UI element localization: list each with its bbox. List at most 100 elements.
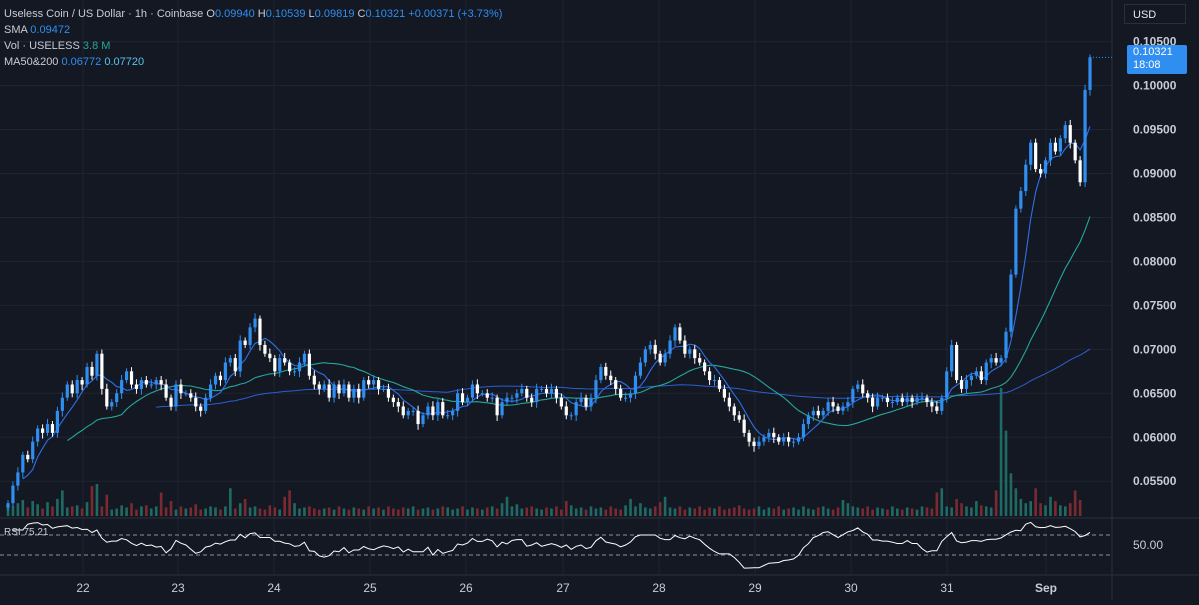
candle-body [841, 406, 845, 411]
volume-bar [1039, 503, 1042, 516]
volume-bar [614, 508, 617, 516]
volume-bar [471, 507, 474, 516]
y-tick-label: 0.09000 [1133, 166, 1177, 180]
volume-bar [658, 502, 662, 516]
volume-bar [258, 508, 262, 516]
candle-body [475, 384, 479, 394]
volume-bar [75, 505, 79, 516]
candle-body [1088, 57, 1092, 90]
candle-body [144, 380, 148, 385]
volume-bar [747, 509, 751, 516]
x-tick-label: 22 [76, 581, 90, 595]
volume-bar [688, 507, 692, 516]
x-tick-label: Sep [1035, 581, 1057, 595]
volume-bar [569, 505, 573, 516]
candle-body [45, 424, 50, 433]
volume-bar [1044, 505, 1047, 516]
candle-body [253, 318, 257, 328]
candle-body [268, 353, 272, 359]
volume-bar [846, 503, 850, 516]
volume-bar [965, 506, 968, 516]
candle-body [401, 406, 405, 416]
candle-body [263, 344, 267, 354]
volume-bar [925, 507, 929, 516]
volume-bar [856, 507, 860, 516]
candle-body [717, 380, 722, 389]
candle-body [332, 384, 336, 398]
candle-body [184, 393, 188, 395]
x-tick-label: 24 [267, 581, 281, 595]
sma-row[interactable]: SMA 0.09472 [4, 24, 71, 36]
volume-bar [1078, 500, 1082, 516]
volume-bar [426, 507, 430, 516]
candle-body [115, 393, 119, 403]
x-tick-label: 23 [171, 581, 185, 595]
candle-body [273, 358, 277, 372]
volume-bar [95, 484, 99, 516]
candle-body [441, 402, 445, 416]
volume-bar [61, 490, 64, 516]
volume-bar [214, 507, 217, 516]
candle-body [1083, 89, 1087, 183]
y-tick-label: 0.08500 [1133, 210, 1177, 224]
volume-bar [431, 509, 435, 516]
candle-body [139, 380, 143, 389]
candle-body [40, 428, 45, 433]
candle-body [372, 380, 376, 385]
candle-body [327, 384, 331, 398]
y-tick-label: 0.07500 [1133, 298, 1177, 312]
volume-bar [886, 509, 889, 516]
volume-bar [782, 509, 785, 516]
candle-body [367, 380, 371, 385]
rsi-legend[interactable]: RSI 75.21 [4, 527, 49, 538]
volume-bar [984, 506, 988, 516]
volume-bar [960, 503, 963, 516]
volume-bar [342, 508, 346, 516]
candle-body [836, 406, 840, 411]
volume-bar [816, 507, 820, 516]
volume-bar [732, 507, 736, 516]
x-tick-label: 27 [556, 581, 570, 595]
candle-body [609, 375, 613, 381]
candle-body [658, 353, 662, 363]
candle-body [1048, 142, 1053, 161]
volume-bar [975, 501, 978, 516]
volume-bar [233, 508, 237, 516]
candle-body [668, 340, 672, 354]
close-value: 0.10321 [365, 8, 406, 20]
candle-body [673, 327, 677, 341]
volume-bar [308, 506, 311, 516]
candle-body [302, 353, 307, 363]
volume-bar [357, 508, 361, 516]
y-tick-label: 0.05500 [1133, 474, 1177, 488]
volume-bar [594, 508, 598, 516]
volume-bar [505, 496, 509, 516]
candle-body [154, 380, 158, 385]
volume-row[interactable]: Vol · USELESS 3.8 M [4, 40, 111, 52]
volume-bar [792, 507, 795, 516]
volume-bar [100, 506, 104, 516]
candle-body [80, 380, 84, 385]
candle-body [683, 340, 687, 354]
currency-selector[interactable]: USD [1124, 4, 1186, 24]
volume-bar [772, 508, 776, 516]
candle-body [1019, 191, 1023, 209]
candle-body [604, 366, 608, 376]
volume-bar [876, 507, 879, 516]
candle-body [712, 380, 717, 382]
candle-body [189, 393, 193, 398]
candle-body [312, 375, 316, 385]
volume-bar [703, 509, 706, 516]
symbol-title[interactable]: Useless Coin / US Dollar · 1h · Coinbase [4, 8, 204, 20]
volume-bar [980, 505, 983, 516]
candle-body [218, 375, 223, 381]
ma-row[interactable]: MA50&200 0.06772 0.07720 [4, 56, 145, 68]
volume-bar [900, 509, 904, 516]
candle-body [821, 410, 825, 416]
candle-body [11, 485, 15, 504]
candle-body [21, 454, 25, 473]
candle-body [213, 375, 218, 385]
volume-bar [441, 506, 445, 516]
